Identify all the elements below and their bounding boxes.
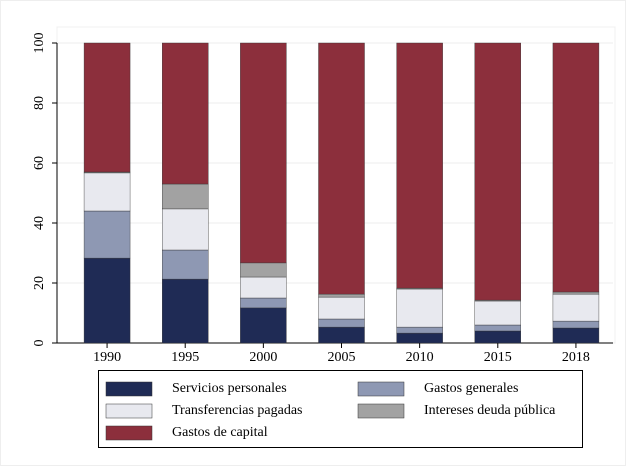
- bar-segment: [162, 249, 209, 280]
- bar-segment: [83, 172, 131, 212]
- bar-segment: [396, 326, 443, 334]
- legend-swatch: [105, 403, 153, 419]
- legend: [98, 370, 583, 448]
- bar-segment: [396, 42, 443, 289]
- legend-swatch: [105, 425, 153, 441]
- bar-segment: [240, 262, 287, 278]
- bar-segment: [240, 42, 287, 264]
- legend-label: Servicios personales: [172, 381, 287, 396]
- bar-segment: [474, 324, 521, 332]
- y-tick-label: 60: [32, 156, 47, 170]
- y-tick-label: 80: [32, 96, 47, 110]
- x-tick-label: 2000: [249, 350, 277, 365]
- x-tick-label: 2015: [484, 350, 512, 365]
- x-tick-label: 2018: [562, 350, 590, 365]
- bar-segment: [396, 288, 443, 328]
- bar-segment: [552, 42, 600, 293]
- bar-segment: [396, 332, 443, 344]
- bar-segment: [552, 327, 600, 344]
- x-tick-label: 2010: [406, 350, 434, 365]
- bar-segment: [474, 42, 521, 301]
- x-tick-label: 2005: [328, 350, 356, 365]
- x-tick-label: 1995: [171, 350, 199, 365]
- y-tick-label: 40: [32, 216, 47, 230]
- bar-segment: [318, 293, 365, 298]
- bar-segment: [318, 318, 365, 328]
- legend-swatch: [357, 381, 405, 397]
- bar-segment: [240, 297, 287, 309]
- bar-segment: [240, 307, 287, 344]
- bar-segment: [162, 208, 209, 251]
- bar-segment: [240, 276, 287, 299]
- legend-swatch: [105, 381, 153, 397]
- legend-label: Gastos de capital: [172, 425, 268, 440]
- bar-segment: [474, 300, 521, 326]
- bar-segment: [83, 210, 131, 259]
- bar-segment: [552, 320, 600, 329]
- x-tick-label: 1990: [93, 350, 121, 365]
- legend-label: Gastos generales: [424, 381, 518, 396]
- bar-segment: [162, 183, 209, 210]
- bar-segment: [318, 326, 365, 344]
- bar-segment: [552, 293, 600, 322]
- bar-segment: [318, 296, 365, 320]
- y-tick-label: 20: [32, 276, 47, 290]
- bar-segment: [83, 42, 131, 173]
- y-tick-label: 0: [32, 340, 47, 347]
- bar-segment: [552, 291, 600, 295]
- legend-label: Transferencias pagadas: [172, 403, 303, 418]
- bar-segment: [318, 42, 365, 295]
- legend-label: Intereses deuda pública: [424, 403, 556, 418]
- bar-segment: [83, 257, 131, 344]
- y-tick-label: 100: [32, 33, 47, 54]
- legend-swatch: [357, 403, 405, 419]
- bar-segment: [162, 42, 209, 185]
- bar-segment: [162, 278, 209, 344]
- bar-segment: [474, 330, 521, 344]
